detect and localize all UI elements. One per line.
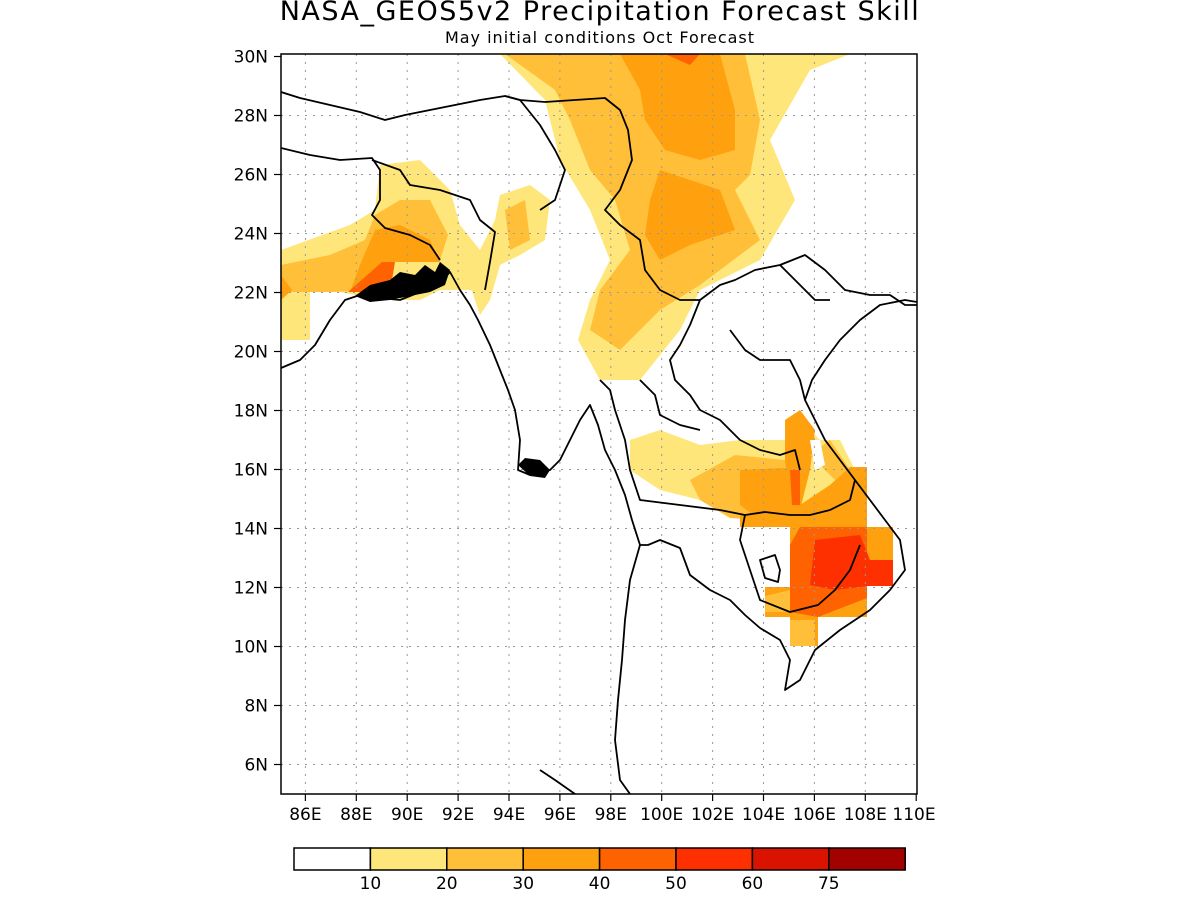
skill-region-indochina (810, 440, 825, 470)
y-tick-label: 12N (234, 579, 268, 599)
map-subtitle: May initial conditions Oct Forecast (444, 28, 756, 47)
y-tick-label: 8N (244, 697, 268, 717)
skill-region-bengal (281, 275, 292, 300)
lake-path (759, 554, 781, 583)
colorbar-label: 50 (665, 874, 687, 894)
x-tick-label: 100E (640, 805, 683, 825)
skill-region-bengal (281, 200, 448, 292)
colorbar-swatch (675, 847, 754, 871)
colorbar-label: 75 (818, 874, 840, 894)
border-path (281, 91, 917, 306)
y-tick-label: 6N (244, 756, 268, 776)
skill-region-yunnan (645, 170, 735, 260)
colorbar: 10 20 30 40 50 60 75 (293, 847, 906, 894)
skill-region-indochina (810, 535, 893, 590)
x-tick-label: 92E (442, 805, 474, 825)
x-tick-label: 104E (742, 805, 785, 825)
y-tick-label: 28N (234, 107, 268, 127)
y-tick-labels: 6N 8N 10N 12N 14N 16N 18N 20N 22N 24N 26… (234, 48, 268, 776)
x-tick-label: 106E (793, 805, 836, 825)
y-tick-label: 14N (234, 520, 268, 540)
border-path (639, 379, 701, 431)
colorbar-swatch (446, 847, 524, 871)
x-tick-label: 88E (340, 805, 372, 825)
skill-shading (281, 54, 893, 646)
x-tick-label: 86E (289, 805, 321, 825)
map-title: NASA_GEOS5v2 Precipitation Forecast Skil… (279, 0, 921, 27)
border-path (739, 514, 861, 613)
y-tick-label: 24N (234, 225, 268, 245)
x-tick-label: 98E (595, 805, 627, 825)
map-grid (281, 54, 917, 794)
coastline-path (281, 271, 917, 691)
coastline-and-borders (281, 91, 917, 794)
colorbar-swatch (293, 847, 372, 871)
tick-marks (274, 55, 917, 801)
colorbar-label: 30 (512, 874, 534, 894)
skill-region-indochina (740, 468, 800, 520)
border-path (281, 147, 441, 261)
y-tick-label: 22N (234, 284, 268, 304)
x-tick-label: 94E (493, 805, 525, 825)
river-deltas (355, 262, 550, 478)
colorbar-swatch (751, 847, 830, 871)
y-tick-label: 26N (234, 166, 268, 186)
y-tick-label: 10N (234, 638, 268, 658)
colorbar-swatch (828, 847, 906, 871)
skill-region-indochina (765, 590, 790, 612)
y-tick-label: 16N (234, 461, 268, 481)
colorbar-label: 40 (589, 874, 611, 894)
x-tick-label: 108E (844, 805, 887, 825)
colorbar-label: 60 (742, 874, 764, 894)
skill-region-indochina (790, 620, 815, 646)
y-tick-label: 18N (234, 402, 268, 422)
border-path (729, 329, 806, 401)
map-frame (280, 53, 918, 795)
skill-region-yunnan (620, 54, 735, 160)
irrawaddy-delta (518, 458, 550, 478)
border-path (669, 299, 801, 471)
x-tick-label: 96E (544, 805, 576, 825)
border-path (599, 379, 856, 516)
skill-region-yunnan (665, 54, 700, 65)
sundarbans-delta (355, 262, 450, 302)
x-tick-label: 102E (691, 805, 734, 825)
x-tick-labels: 86E 88E 90E 92E 94E 96E 98E 100E 102E 10… (289, 805, 935, 825)
y-tick-label: 20N (234, 343, 268, 363)
x-tick-label: 90E (391, 805, 423, 825)
coastline-path (614, 544, 641, 794)
border-path (371, 159, 496, 291)
x-tick-label: 110E (892, 805, 935, 825)
colorbar-label: 10 (360, 874, 382, 894)
skill-region-myanmar (505, 200, 530, 250)
coastline-path (539, 769, 576, 794)
skill-region-indochina (790, 470, 800, 505)
colorbar-swatch (522, 847, 601, 871)
y-tick-label: 30N (234, 48, 268, 68)
colorbar-swatch (369, 847, 448, 871)
border-path (504, 95, 566, 211)
colorbar-label: 20 (436, 874, 458, 894)
colorbar-swatch (598, 847, 677, 871)
border-path (779, 264, 830, 301)
